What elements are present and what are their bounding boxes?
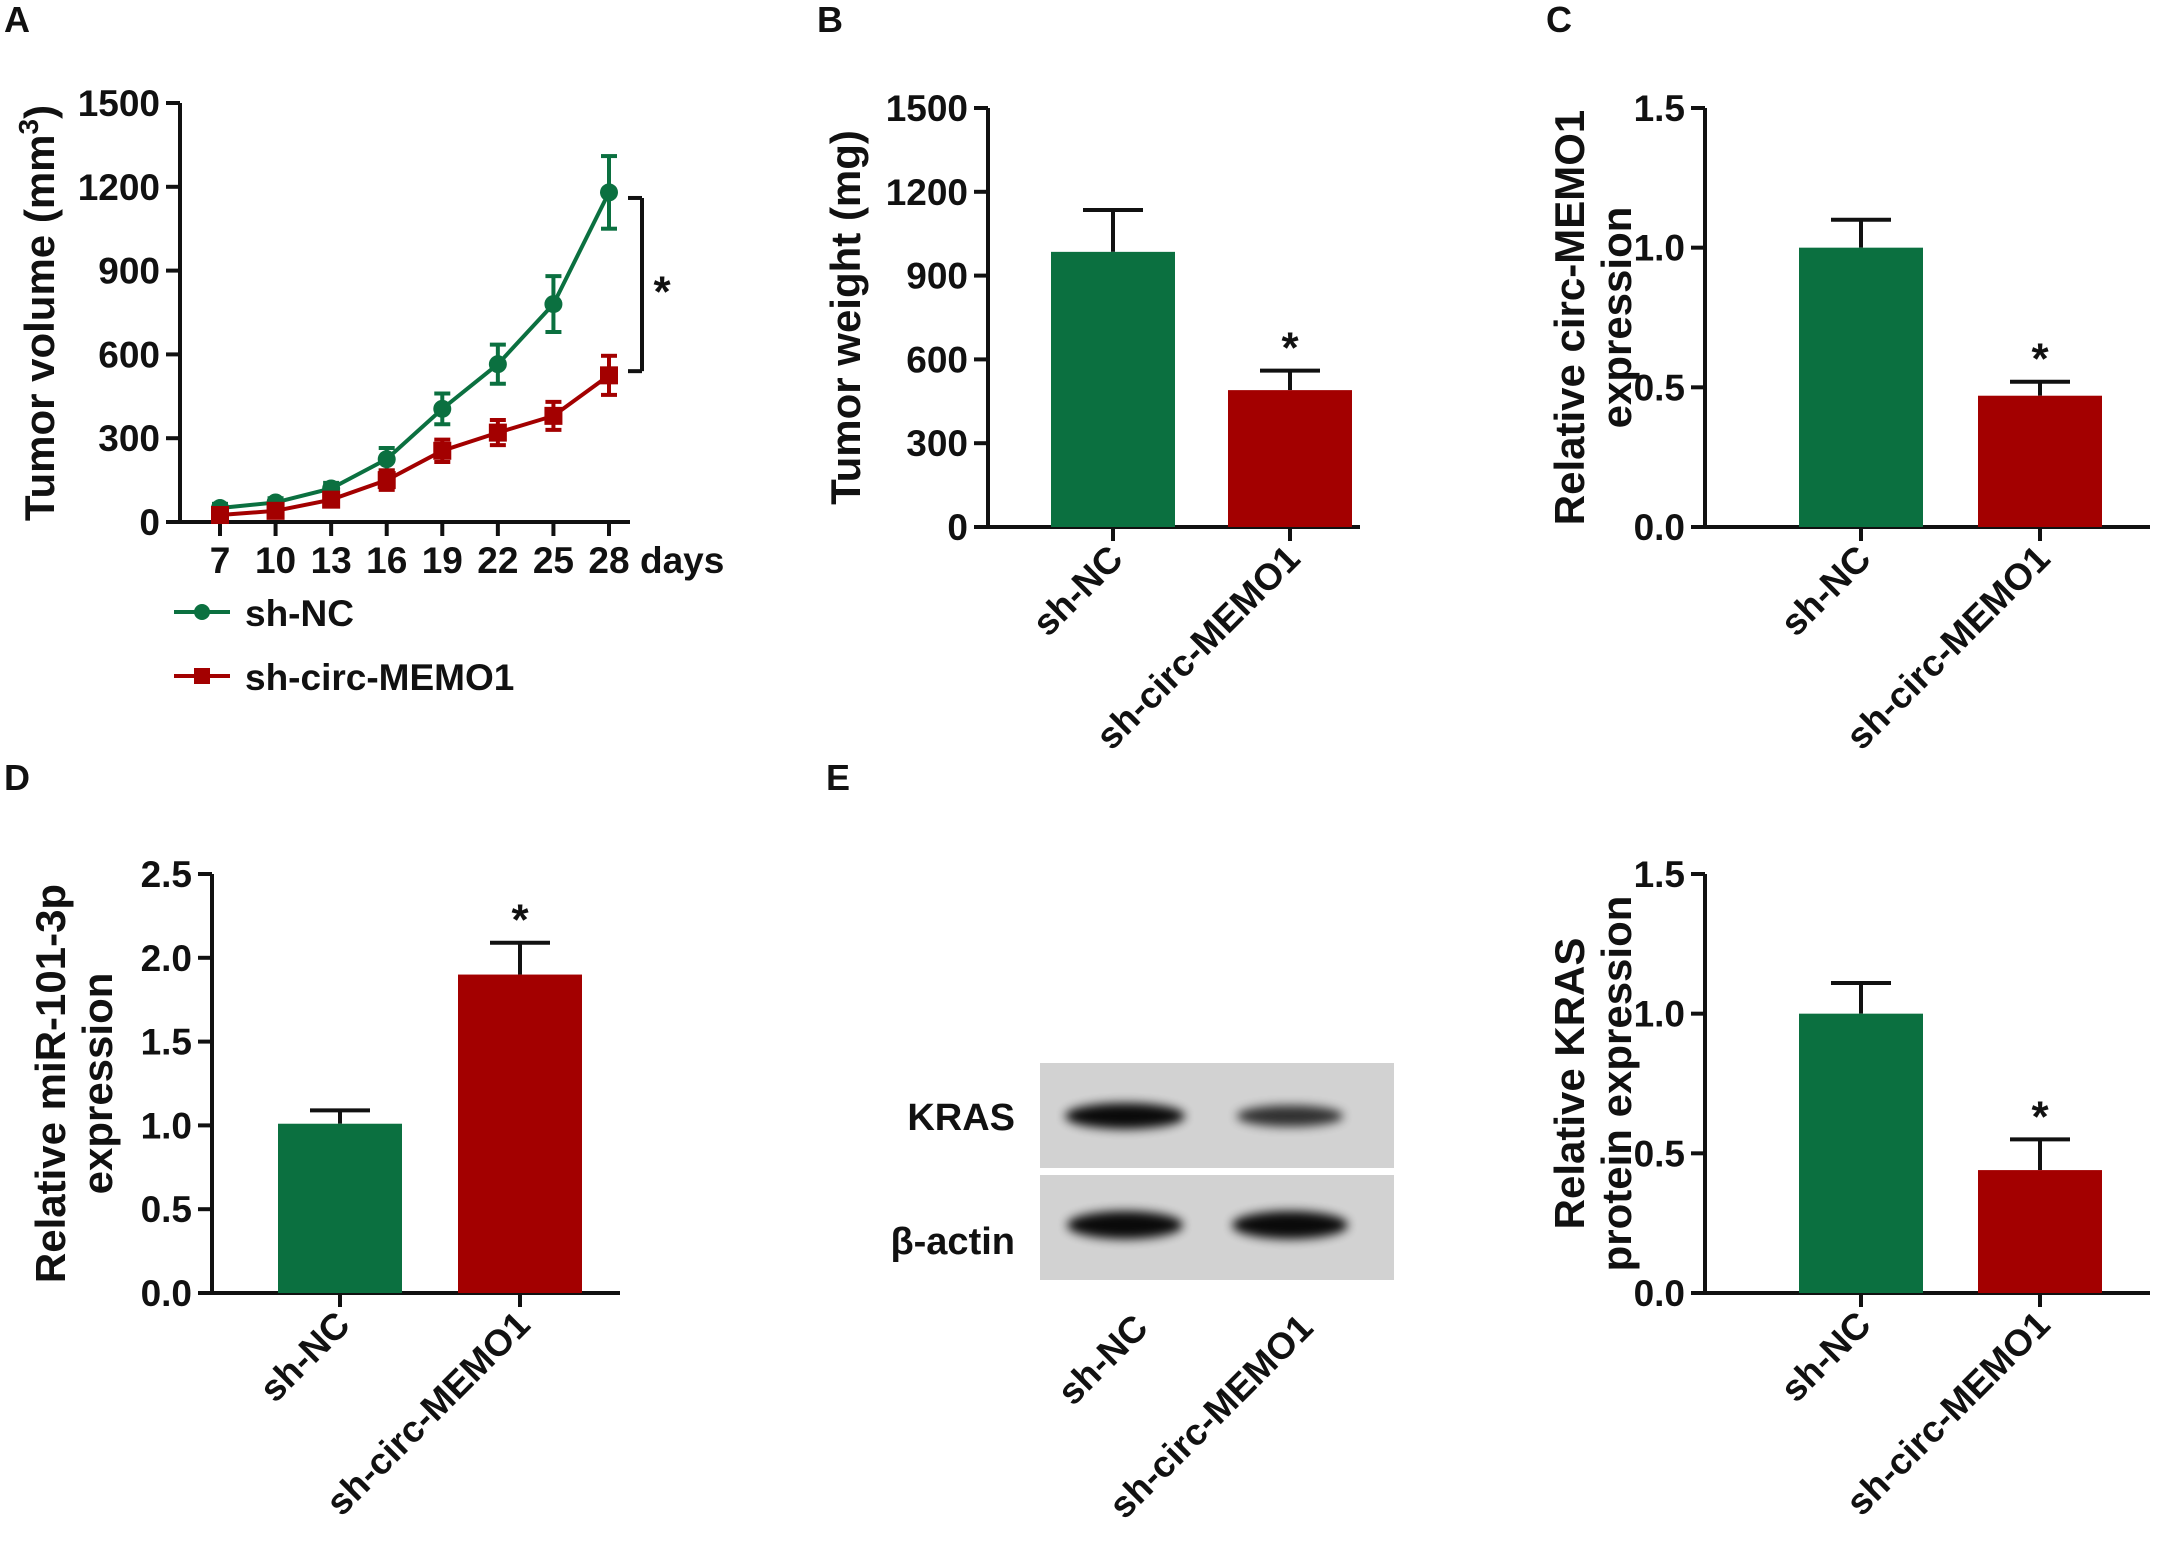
panel-letter-b: B: [817, 0, 843, 40]
blot-label-beta-actin: β-actin: [890, 1221, 1015, 1263]
x-axis-label: days: [640, 540, 724, 581]
point-sh-nc-day-16: [377, 450, 396, 469]
y-tick-label: 300: [906, 423, 968, 464]
panel-letter-c: C: [1546, 0, 1572, 40]
legend-marker-sh-nc: [194, 604, 210, 620]
panel-letter-d: D: [4, 757, 30, 798]
y-tick-label: 0.0: [1634, 1273, 1685, 1314]
x-tick-label: 13: [311, 540, 352, 581]
legend-marker-sh-circ-memo1: [194, 668, 210, 684]
significance-marker: *: [653, 268, 671, 317]
y-tick-label: 1.5: [141, 1022, 192, 1063]
bar-sh-nc: [1799, 247, 1923, 527]
y-tick-label: 0: [947, 507, 968, 548]
mir-101-3p-bar-chart: 0.00.51.01.52.02.5sh-NCsh-circ-MEMO1*Rel…: [27, 854, 620, 1523]
point-sh-circ-memo1-day-25: [544, 406, 563, 425]
point-sh-circ-memo1-day-7: [211, 506, 229, 525]
y-tick-label: 1500: [78, 83, 160, 124]
panel-letter-a: A: [4, 0, 30, 40]
beta-actin-band-lane-1: [1067, 1211, 1183, 1239]
y-tick-label: 900: [98, 251, 160, 292]
y-tick-label: 2.0: [141, 938, 192, 979]
significance-marker-sh-circ-memo1: *: [2031, 335, 2049, 384]
y-axis-label-line-2: protein expression: [1593, 896, 1640, 1272]
y-tick-label: 1.5: [1634, 88, 1685, 129]
beta-actin-band-lane-2: [1232, 1211, 1348, 1239]
circ-memo1-bar-chart: 0.00.51.01.5sh-NCsh-circ-MEMO1*Relative …: [1546, 88, 2150, 757]
kras-band-lane-1: [1065, 1103, 1185, 1129]
legend-label-sh-circ-memo1: sh-circ-MEMO1: [245, 657, 514, 698]
point-sh-circ-memo1-day-10: [266, 501, 285, 520]
significance-marker-sh-circ-memo1: *: [511, 896, 529, 945]
point-sh-circ-memo1-day-22: [488, 423, 507, 442]
y-axis-label: Tumor volume (mm3): [13, 105, 63, 521]
point-sh-nc-day-28: [600, 183, 618, 202]
y-tick-label: 0.5: [1634, 1133, 1685, 1174]
x-tick-label-sh-nc: sh-NC: [1773, 1304, 1879, 1410]
x-tick-label: 25: [533, 540, 574, 581]
x-tick-label-sh-nc: sh-NC: [1025, 538, 1131, 644]
point-sh-nc-day-19: [433, 399, 452, 418]
x-tick-label: 28: [588, 540, 629, 581]
legend-label-sh-nc: sh-NC: [245, 593, 354, 634]
bar-sh-circ-memo1: [1978, 395, 2102, 527]
bar-sh-nc: [278, 1123, 402, 1293]
y-tick-label: 2.5: [141, 854, 192, 895]
legend: sh-NC sh-circ-MEMO1: [174, 593, 514, 698]
bar-sh-nc: [1051, 251, 1175, 527]
y-tick-label: 600: [98, 334, 160, 375]
x-tick-label-sh-nc: sh-NC: [252, 1304, 358, 1410]
x-tick-label: 10: [255, 540, 296, 581]
y-tick-label: 0.0: [1634, 507, 1685, 548]
bar-sh-circ-memo1: [458, 974, 582, 1293]
x-tick-label: 19: [422, 540, 463, 581]
y-axis-label-line-1: Relative circ-MEMO1: [1546, 110, 1593, 526]
point-sh-circ-memo1-day-28: [600, 366, 618, 385]
x-tick-label: 16: [366, 540, 407, 581]
kras-band-lane-2: [1236, 1105, 1344, 1127]
point-sh-circ-memo1-day-16: [377, 471, 396, 490]
y-tick-label: 0.0: [141, 1273, 192, 1314]
point-sh-nc-day-22: [488, 355, 507, 374]
y-tick-label: 0: [139, 502, 160, 543]
y-axis-label-line-1: Relative miR-101-3p: [27, 884, 74, 1283]
panel-letter-e: E: [826, 757, 850, 798]
point-sh-circ-memo1-day-19: [433, 441, 452, 460]
y-axis-label-line-2: expression: [1593, 207, 1640, 429]
y-axis-label: Tumor weight (mg): [822, 130, 869, 505]
y-tick-label: 0.5: [1634, 367, 1685, 408]
tumor-volume-line-chart: 0 300 600 900 1200 1500 7 10 13 16 19 22 25 28 days Tum…: [13, 83, 724, 581]
point-sh-nc-day-25: [544, 295, 563, 314]
x-tick-label: 22: [477, 540, 518, 581]
y-tick-label: 1.0: [141, 1105, 192, 1146]
series-line-sh-circ-memo1: [219, 373, 611, 518]
y-tick-label: 900: [906, 256, 968, 297]
bar-sh-circ-memo1: [1978, 1170, 2102, 1293]
bar-sh-nc: [1799, 1013, 1923, 1293]
tumor-weight-bar-chart: 030060090012001500sh-NCsh-circ-MEMO1*Tum…: [822, 88, 1360, 757]
y-tick-label: 600: [906, 339, 968, 380]
kras-protein-bar-chart: 0.00.51.01.5sh-NCsh-circ-MEMO1*Relative …: [1546, 854, 2150, 1523]
y-tick-label: 1.5: [1634, 854, 1685, 895]
y-axis-label-line-2: expression: [74, 973, 121, 1195]
blot-label-kras: KRAS: [907, 1097, 1015, 1139]
y-tick-label: 1200: [78, 167, 160, 208]
y-tick-label: 0.5: [141, 1189, 192, 1230]
y-tick-label: 1.0: [1634, 228, 1685, 269]
bar-sh-circ-memo1: [1228, 390, 1352, 527]
point-sh-circ-memo1-day-13: [322, 490, 341, 509]
significance-marker-sh-circ-memo1: *: [2031, 1092, 2049, 1141]
significance-marker-sh-circ-memo1: *: [1281, 324, 1299, 373]
y-tick-label: 1.0: [1634, 994, 1685, 1035]
y-tick-label: 300: [98, 418, 160, 459]
series-line-sh-nc: [219, 191, 611, 511]
y-tick-label: 1500: [886, 88, 968, 129]
x-tick-label-sh-nc: sh-NC: [1773, 538, 1879, 644]
blot-lane-label-sh-nc: sh-NC: [1050, 1307, 1156, 1413]
x-tick-label: 7: [210, 540, 231, 581]
y-axis-label-line-1: Relative KRAS: [1546, 938, 1593, 1230]
y-tick-label: 1200: [886, 172, 968, 213]
